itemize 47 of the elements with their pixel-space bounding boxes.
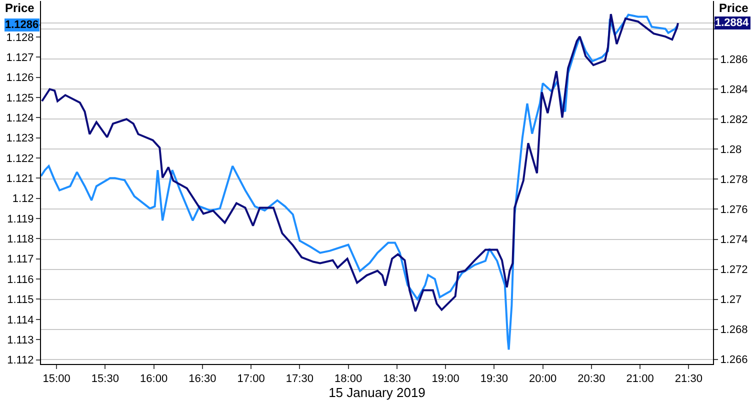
y-tick-label: 1.123 — [6, 132, 34, 145]
y2-tick-label: 1.266 — [720, 354, 748, 366]
y-tick-label: 1.125 — [6, 92, 34, 104]
y2-tick-label: 1.268 — [720, 324, 748, 336]
y2-tick-label: 1.282 — [720, 114, 748, 126]
x-tick-label: 21:30 — [674, 373, 702, 386]
x-tick-label: 17:00 — [237, 373, 265, 386]
y2-axis-title: Price — [719, 1, 749, 15]
y2-tick-label: 1.276 — [720, 204, 748, 216]
y-tick-label: 1.116 — [7, 274, 34, 286]
y2-tick-label: 1.284 — [720, 84, 748, 96]
y2-tick-label: 1.2884 — [715, 17, 750, 29]
y-tick-label: 1.127 — [6, 52, 34, 64]
y-tick-label: 1.121 — [6, 173, 34, 186]
x-tick-label: 18:00 — [334, 373, 362, 386]
y-tick-label: 1.114 — [7, 314, 34, 326]
x-axis-title: 15 January 2019 — [328, 385, 426, 400]
y-tick-label: 1.112 — [7, 354, 34, 367]
y-tick-label: 1.124 — [6, 112, 34, 124]
x-tick-label: 15:30 — [91, 373, 119, 386]
y-tick-label: 1.126 — [6, 72, 34, 84]
y-tick-label: 1.122 — [6, 152, 34, 165]
y-tick-label: 1.115 — [7, 294, 34, 306]
y-tick-label: 1.128 — [6, 32, 34, 44]
y-tick-label: 1.113 — [7, 334, 34, 346]
x-tick-label: 19:30 — [480, 373, 508, 386]
y-tick-label: 1.1286 — [5, 19, 39, 31]
y2-tick-label: 1.274 — [720, 234, 748, 246]
y2-tick-label: 1.286 — [720, 54, 748, 66]
x-tick-label: 20:00 — [529, 373, 557, 386]
x-tick-label: 18:30 — [383, 373, 411, 386]
y-tick-label: 1.12 — [12, 193, 34, 206]
y2-tick-label: 1.278 — [720, 174, 748, 186]
y2-tick-label: 1.27 — [720, 294, 742, 306]
y-tick-label: 1.118 — [7, 234, 34, 246]
x-tick-label: 21:00 — [626, 373, 654, 386]
x-tick-label: 19:00 — [432, 373, 460, 386]
y-axis-title: Price — [5, 1, 35, 15]
y2-tick-label: 1.272 — [720, 264, 748, 276]
y-tick-label: 1.117 — [7, 254, 34, 266]
x-tick-label: 16:00 — [140, 373, 168, 386]
x-tick-label: 17:30 — [286, 373, 314, 386]
x-tick-label: 20:30 — [578, 373, 606, 386]
x-tick-label: 15:00 — [42, 373, 70, 386]
y2-tick-label: 1.28 — [720, 144, 742, 156]
y-tick-label: 1.119 — [7, 213, 34, 226]
x-tick-label: 16:30 — [188, 373, 216, 386]
